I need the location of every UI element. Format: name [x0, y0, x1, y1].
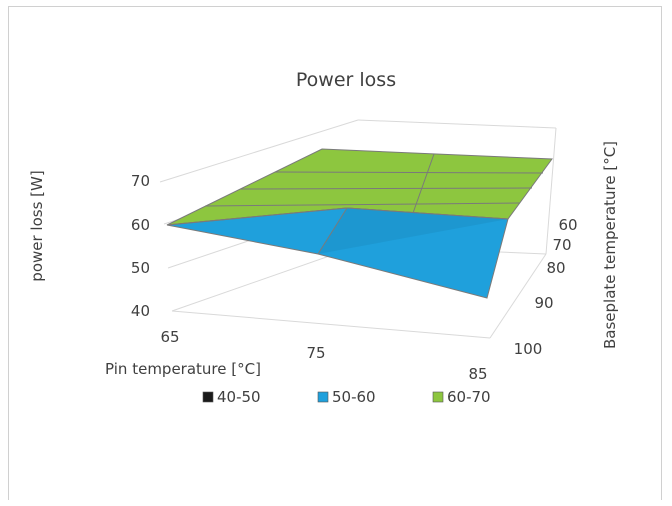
surface-mesh-line [204, 202, 521, 207]
y-tick-label: 80 [546, 259, 565, 277]
z-axis-title: power loss [W] [28, 170, 46, 281]
legend-swatch [432, 391, 444, 403]
x-axis-ticks: 65 75 85 [160, 328, 487, 383]
y-tick-label: 100 [514, 340, 543, 358]
legend-swatch [202, 391, 214, 403]
surface-plot [166, 148, 553, 299]
x-tick-label: 85 [468, 365, 487, 383]
z-tick-label: 40 [131, 302, 150, 320]
legend-label: 40-50 [217, 388, 261, 406]
surface-mesh-line [274, 171, 544, 174]
z-axis-ticks: 40 50 60 70 [131, 172, 150, 320]
y-axis-ticks: 60 70 80 90 100 [514, 216, 578, 358]
x-tick-label: 75 [306, 344, 325, 362]
legend: 40-50 50-60 60-70 [202, 388, 491, 406]
surface-mesh-line [346, 207, 509, 220]
surface-mesh-line [166, 207, 348, 226]
legend-swatch [317, 391, 329, 403]
y-tick-label: 60 [558, 216, 577, 234]
z-tick-label: 50 [131, 259, 150, 277]
surface-mesh-line [239, 187, 533, 190]
y-tick-label: 70 [552, 236, 571, 254]
gridlines [159, 119, 557, 339]
chart-title: Power loss [296, 69, 396, 91]
surface-mesh-line [412, 153, 435, 214]
z-tick-label: 60 [131, 216, 150, 234]
legend-label: 60-70 [447, 388, 491, 406]
x-axis-title: Pin temperature [°C] [105, 360, 261, 378]
y-tick-label: 90 [534, 294, 553, 312]
legend-label: 50-60 [332, 388, 376, 406]
y-axis-title: Baseplate temperature [°C] [601, 141, 619, 349]
x-tick-label: 65 [160, 328, 179, 346]
surface-patch-blue-shade [318, 208, 508, 254]
surface-mesh-line [317, 207, 348, 255]
z-tick-label: 70 [131, 172, 150, 190]
